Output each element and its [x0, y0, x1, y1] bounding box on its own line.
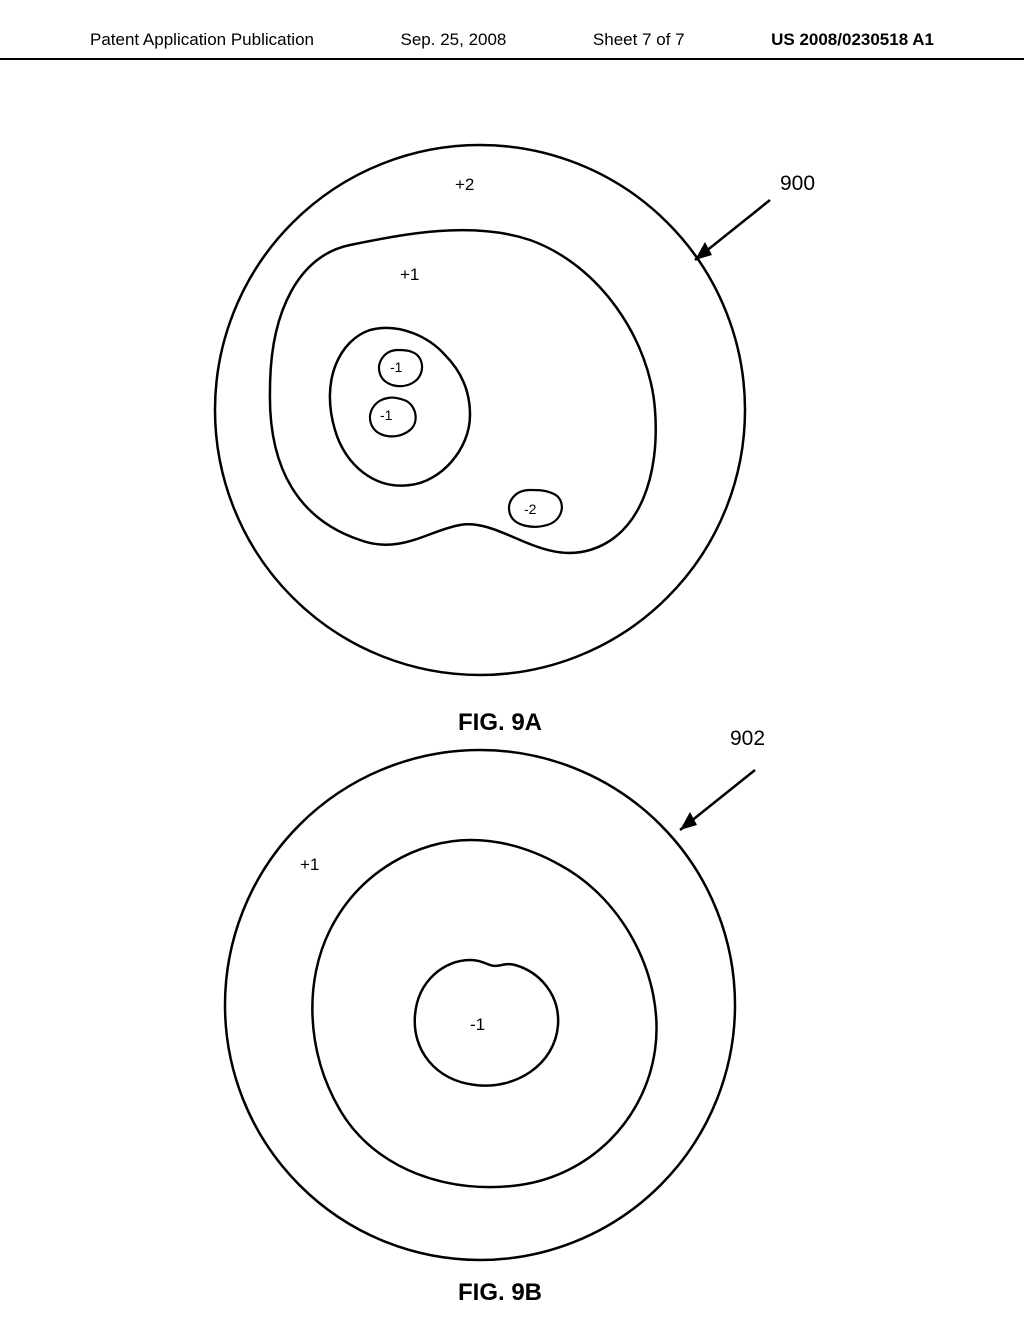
figures-svg: +2 +1 -1 -1 -2 900 FIG. 9A +1 -1 902 FIG… [0, 70, 1024, 1320]
fig-9b-caption: FIG. 9B [458, 1279, 542, 1306]
fig-9a-label-plus2: +2 [455, 175, 474, 194]
fig-9a-outer-circle [215, 145, 745, 675]
fig-9a-inner-blob [270, 230, 656, 553]
fig-9a-label-minus1a: -1 [390, 359, 403, 375]
fig-9a-lobed-region [330, 328, 470, 486]
fig-9b-outer-circle [225, 750, 735, 1260]
fig-9a-label-minus2: -2 [524, 501, 537, 517]
header-left: Patent Application Publication [90, 30, 314, 50]
fig-9b-inner-blob [415, 960, 558, 1086]
fig-9b: +1 -1 902 [225, 727, 765, 1260]
header-date: Sep. 25, 2008 [401, 30, 507, 50]
header-pub: US 2008/0230518 A1 [771, 30, 934, 50]
header-sheet: Sheet 7 of 7 [593, 30, 685, 50]
fig-9b-label-plus1: +1 [300, 855, 319, 874]
fig-9a: +2 +1 -1 -1 -2 900 [215, 145, 815, 675]
fig-9b-label-minus1: -1 [470, 1015, 485, 1034]
fig-9a-caption: FIG. 9A [458, 709, 542, 736]
fig-9a-label-minus1b: -1 [380, 407, 393, 423]
fig-9a-bubble-bottom [370, 398, 416, 437]
fig-9a-ref: 900 [780, 172, 815, 195]
fig-9a-label-plus1: +1 [400, 265, 419, 284]
fig-9b-mid-ring [312, 840, 656, 1187]
fig-9b-ref: 902 [730, 727, 765, 750]
fig-9a-leader-arrowhead [695, 242, 712, 260]
figure-area: +2 +1 -1 -1 -2 900 FIG. 9A +1 -1 902 FIG… [0, 70, 1024, 1320]
page-header: Patent Application Publication Sep. 25, … [0, 0, 1024, 60]
fig-9b-leader-arrowhead [680, 812, 697, 830]
